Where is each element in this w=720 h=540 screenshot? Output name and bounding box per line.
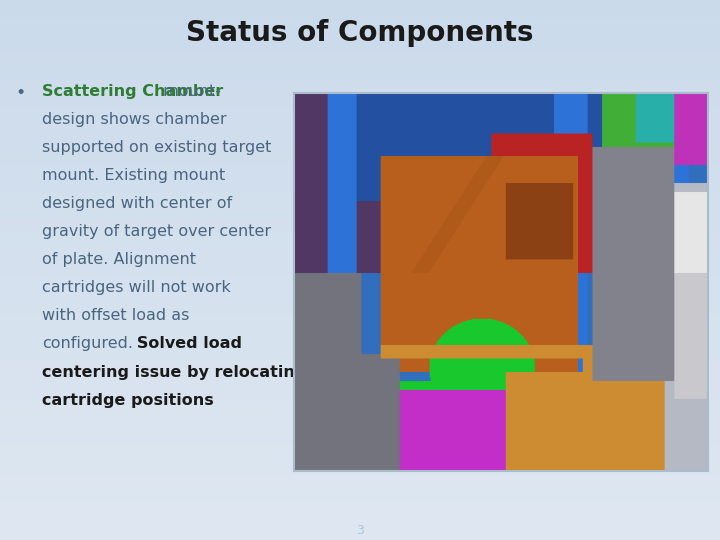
Text: cartridges will not work: cartridges will not work — [42, 280, 230, 295]
Text: Status of Components: Status of Components — [186, 19, 534, 47]
Text: centering issue by relocating: centering issue by relocating — [42, 364, 306, 380]
Text: 3: 3 — [356, 524, 364, 537]
Text: design shows chamber: design shows chamber — [42, 112, 226, 127]
Text: Scattering Chamber: Scattering Chamber — [42, 84, 223, 99]
Text: mount. Existing mount: mount. Existing mount — [42, 168, 225, 183]
Text: •: • — [16, 84, 26, 102]
Text: with offset load as: with offset load as — [42, 308, 189, 323]
Text: gravity of target over center: gravity of target over center — [42, 224, 271, 239]
Text: Solved load: Solved load — [120, 336, 241, 352]
Text: of plate. Alignment: of plate. Alignment — [42, 252, 196, 267]
Text: designed with center of: designed with center of — [42, 196, 232, 211]
Text: configured.: configured. — [42, 336, 132, 352]
Text: mount-: mount- — [158, 84, 222, 99]
Text: supported on existing target: supported on existing target — [42, 140, 271, 155]
Text: cartridge positions: cartridge positions — [42, 393, 214, 408]
